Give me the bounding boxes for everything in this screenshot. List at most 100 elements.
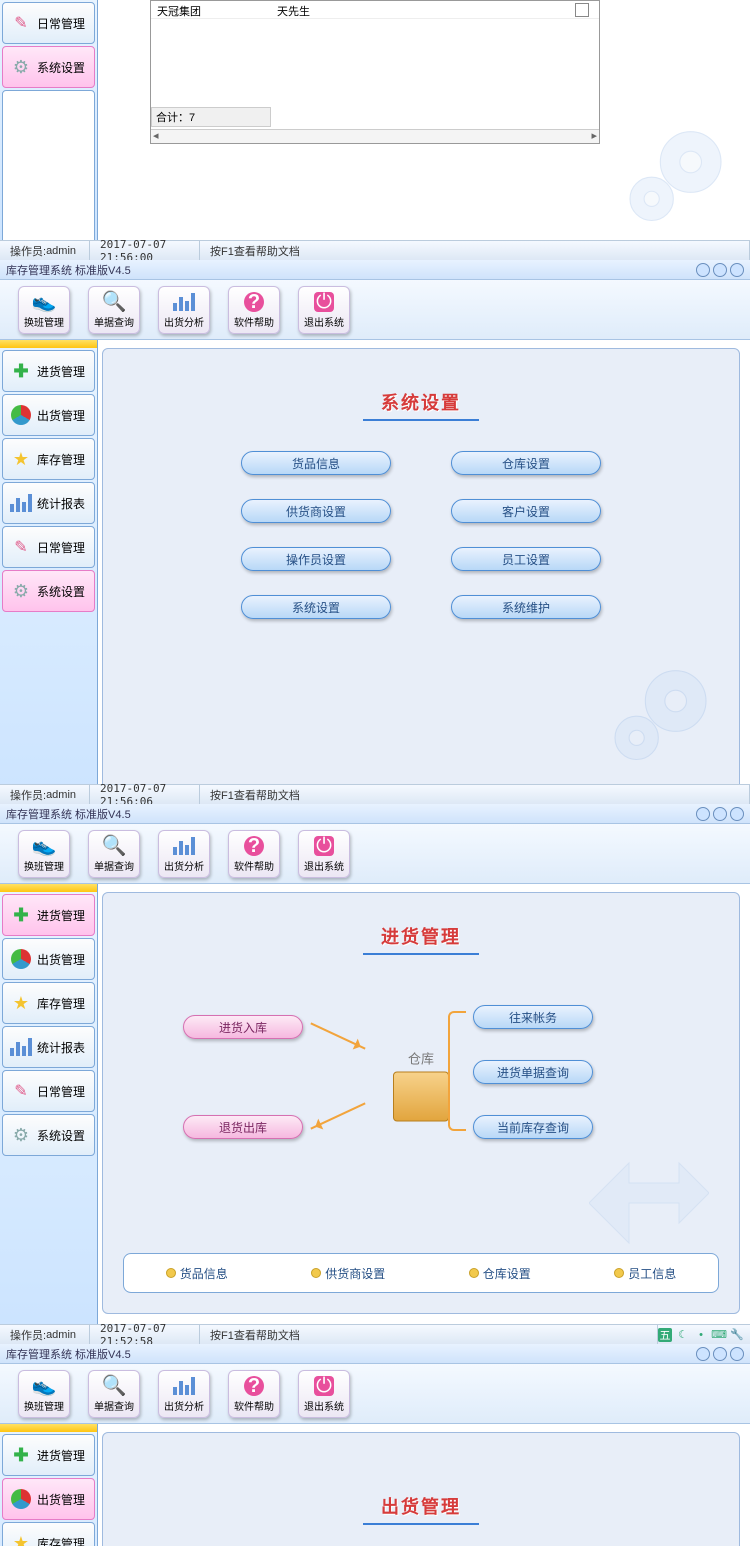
row-checkbox[interactable] xyxy=(575,3,589,17)
bracket-icon xyxy=(448,1011,466,1131)
minimize-icon[interactable] xyxy=(696,1347,710,1361)
plus-icon: ✚ xyxy=(9,903,33,927)
close-icon[interactable] xyxy=(730,807,744,821)
brush-icon: ✎ xyxy=(9,1079,33,1103)
sidebar-item-out[interactable]: 出货管理 xyxy=(2,1478,95,1520)
minimize-icon[interactable] xyxy=(696,807,710,821)
maximize-icon[interactable] xyxy=(713,1347,727,1361)
link-accounts[interactable]: 往来帐务 xyxy=(473,1005,593,1029)
page-title: 出货管理 xyxy=(103,1433,739,1525)
status-timestamp: 2017-07-07 21:56:00 xyxy=(90,241,200,260)
toolbar-shift-button[interactable]: 👟换班管理 xyxy=(18,286,70,334)
toolbar-ship-button[interactable]: 出货分析 xyxy=(158,286,210,334)
toolbar-ship-button[interactable]: 出货分析 xyxy=(158,1370,210,1418)
close-icon[interactable] xyxy=(730,263,744,277)
shoe-icon: 👟 xyxy=(32,834,56,858)
sidebar-item-stock[interactable]: ★库存管理 xyxy=(2,1522,95,1546)
settings-link[interactable]: 系统维护 xyxy=(451,595,601,619)
label: 出货分析 xyxy=(164,858,204,873)
toolbar-help-button[interactable]: ?软件帮助 xyxy=(228,830,280,878)
toolbar-query-button[interactable]: 🔍单据查询 xyxy=(88,830,140,878)
label: 系统设置 xyxy=(37,583,85,600)
warehouse-node: 仓库 xyxy=(393,1049,449,1122)
keyboard-icon[interactable]: ⌨ xyxy=(712,1328,726,1342)
toolbar-ship-button[interactable]: 出货分析 xyxy=(158,830,210,878)
label: 出货管理 xyxy=(37,1491,85,1508)
plus-icon: ✚ xyxy=(9,1443,33,1467)
label: 库存管理 xyxy=(37,1535,85,1546)
sidebar-item-in[interactable]: ✚进货管理 xyxy=(2,1434,95,1476)
bottom-link[interactable]: 供货商设置 xyxy=(311,1265,385,1282)
status-help: 按F1查看帮助文档 xyxy=(200,785,750,804)
sidebar-item-sys[interactable]: ⚙系统设置 xyxy=(2,570,95,612)
label: 货品信息 xyxy=(180,1265,228,1282)
toolbar-exit-button[interactable]: ⏻退出系统 xyxy=(298,1370,350,1418)
toolbar-shift-button[interactable]: 👟换班管理 xyxy=(18,830,70,878)
settings-link[interactable]: 供货商设置 xyxy=(241,499,391,523)
maximize-icon[interactable] xyxy=(713,807,727,821)
settings-link[interactable]: 操作员设置 xyxy=(241,547,391,571)
toolbar-help-button[interactable]: ?软件帮助 xyxy=(228,1370,280,1418)
sidebar-item-sys[interactable]: ⚙系统设置 xyxy=(2,1114,95,1156)
sidebar-item-sys[interactable]: ⚙ 系统设置 xyxy=(2,46,95,88)
bottom-link[interactable]: 员工信息 xyxy=(614,1265,676,1282)
link-in-stock[interactable]: 进货入库 xyxy=(183,1015,303,1039)
minimize-icon[interactable] xyxy=(696,263,710,277)
close-icon[interactable] xyxy=(730,1347,744,1361)
label: 出货分析 xyxy=(164,1398,204,1413)
star-icon: ★ xyxy=(9,447,33,471)
settings-link[interactable]: 货品信息 xyxy=(241,451,391,475)
sidebar: ✚进货管理出货管理★库存管理统计报表✎日常管理⚙系统设置 xyxy=(0,1424,98,1546)
toolbar-query-button[interactable]: 🔍单据查询 xyxy=(88,286,140,334)
settings-link[interactable]: 客户设置 xyxy=(451,499,601,523)
link-return[interactable]: 退货出库 xyxy=(183,1115,303,1139)
sidebar-item-stat[interactable]: 统计报表 xyxy=(2,1026,95,1068)
data-grid[interactable]: 天冠集团 天先生 合计：7 xyxy=(150,0,600,144)
toolbar-exit-button[interactable]: ⏻退出系统 xyxy=(298,286,350,334)
dot-icon[interactable]: • xyxy=(694,1328,708,1342)
sidebar-item-daily[interactable]: ✎ 日常管理 xyxy=(2,2,95,44)
settings-link[interactable]: 员工设置 xyxy=(451,547,601,571)
bottom-link[interactable]: 货品信息 xyxy=(166,1265,228,1282)
ime-icon[interactable]: 五 xyxy=(658,1328,672,1342)
sidebar-item-stock[interactable]: ★库存管理 xyxy=(2,982,95,1024)
toolbar: 👟换班管理 🔍单据查询出货分析 ?软件帮助 ⏻退出系统 xyxy=(0,824,750,884)
horizontal-scrollbar[interactable] xyxy=(151,129,599,143)
help-icon: ? xyxy=(242,290,266,314)
settings-link[interactable]: 仓库设置 xyxy=(451,451,601,475)
plus-icon: ✚ xyxy=(9,359,33,383)
link-query-orders[interactable]: 进货单据查询 xyxy=(473,1060,593,1084)
toolbar-query-button[interactable]: 🔍单据查询 xyxy=(88,1370,140,1418)
label: 进货管理 xyxy=(37,907,85,924)
maximize-icon[interactable] xyxy=(713,263,727,277)
main-panel: 进货管理 进货入库 退货出库 仓库 往来帐务 进货单据查询 当前库存查询 xyxy=(102,892,740,1314)
screenshot-2: 库存管理系统 标准版V4.5 👟换班管理🔍单据查询出货分析?软件帮助⏻退出系统 … xyxy=(0,260,750,804)
toolbar-shift-button[interactable]: 👟换班管理 xyxy=(18,1370,70,1418)
settings-link[interactable]: 系统设置 xyxy=(241,595,391,619)
sidebar-item-daily[interactable]: ✎日常管理 xyxy=(2,1070,95,1112)
label: 单据查询 xyxy=(94,858,134,873)
sidebar-item-in[interactable]: ✚进货管理 xyxy=(2,894,95,936)
arrow-icon xyxy=(310,1022,365,1049)
help-icon: ? xyxy=(242,834,266,858)
wrench-icon[interactable]: 🔧 xyxy=(730,1328,744,1342)
toolbar-exit-button[interactable]: ⏻退出系统 xyxy=(298,830,350,878)
box-icon xyxy=(393,1072,449,1122)
sidebar-item-stock[interactable]: ★库存管理 xyxy=(2,438,95,480)
toolbar-help-button[interactable]: ?软件帮助 xyxy=(228,286,280,334)
bottom-link[interactable]: 仓库设置 xyxy=(469,1265,531,1282)
moon-icon[interactable]: ☾ xyxy=(676,1328,690,1342)
bullet-icon xyxy=(614,1268,624,1278)
sidebar-item-stat[interactable]: 统计报表 xyxy=(2,482,95,524)
bars-icon xyxy=(172,1374,196,1398)
screenshot-4: 库存管理系统 标准版V4.5 👟换班管理🔍单据查询出货分析?软件帮助⏻退出系统 … xyxy=(0,1344,750,1546)
sidebar-item-daily[interactable]: ✎日常管理 xyxy=(2,526,95,568)
sidebar-item-in[interactable]: ✚进货管理 xyxy=(2,350,95,392)
label: 日常管理 xyxy=(37,1083,85,1100)
label: 出货分析 xyxy=(164,314,204,329)
sidebar-item-out[interactable]: 出货管理 xyxy=(2,394,95,436)
table-row[interactable]: 天冠集团 天先生 xyxy=(151,1,599,19)
sidebar-item-out[interactable]: 出货管理 xyxy=(2,938,95,980)
link-query-stock[interactable]: 当前库存查询 xyxy=(473,1115,593,1139)
title-bar: 库存管理系统 标准版V4.5 xyxy=(0,1344,750,1364)
